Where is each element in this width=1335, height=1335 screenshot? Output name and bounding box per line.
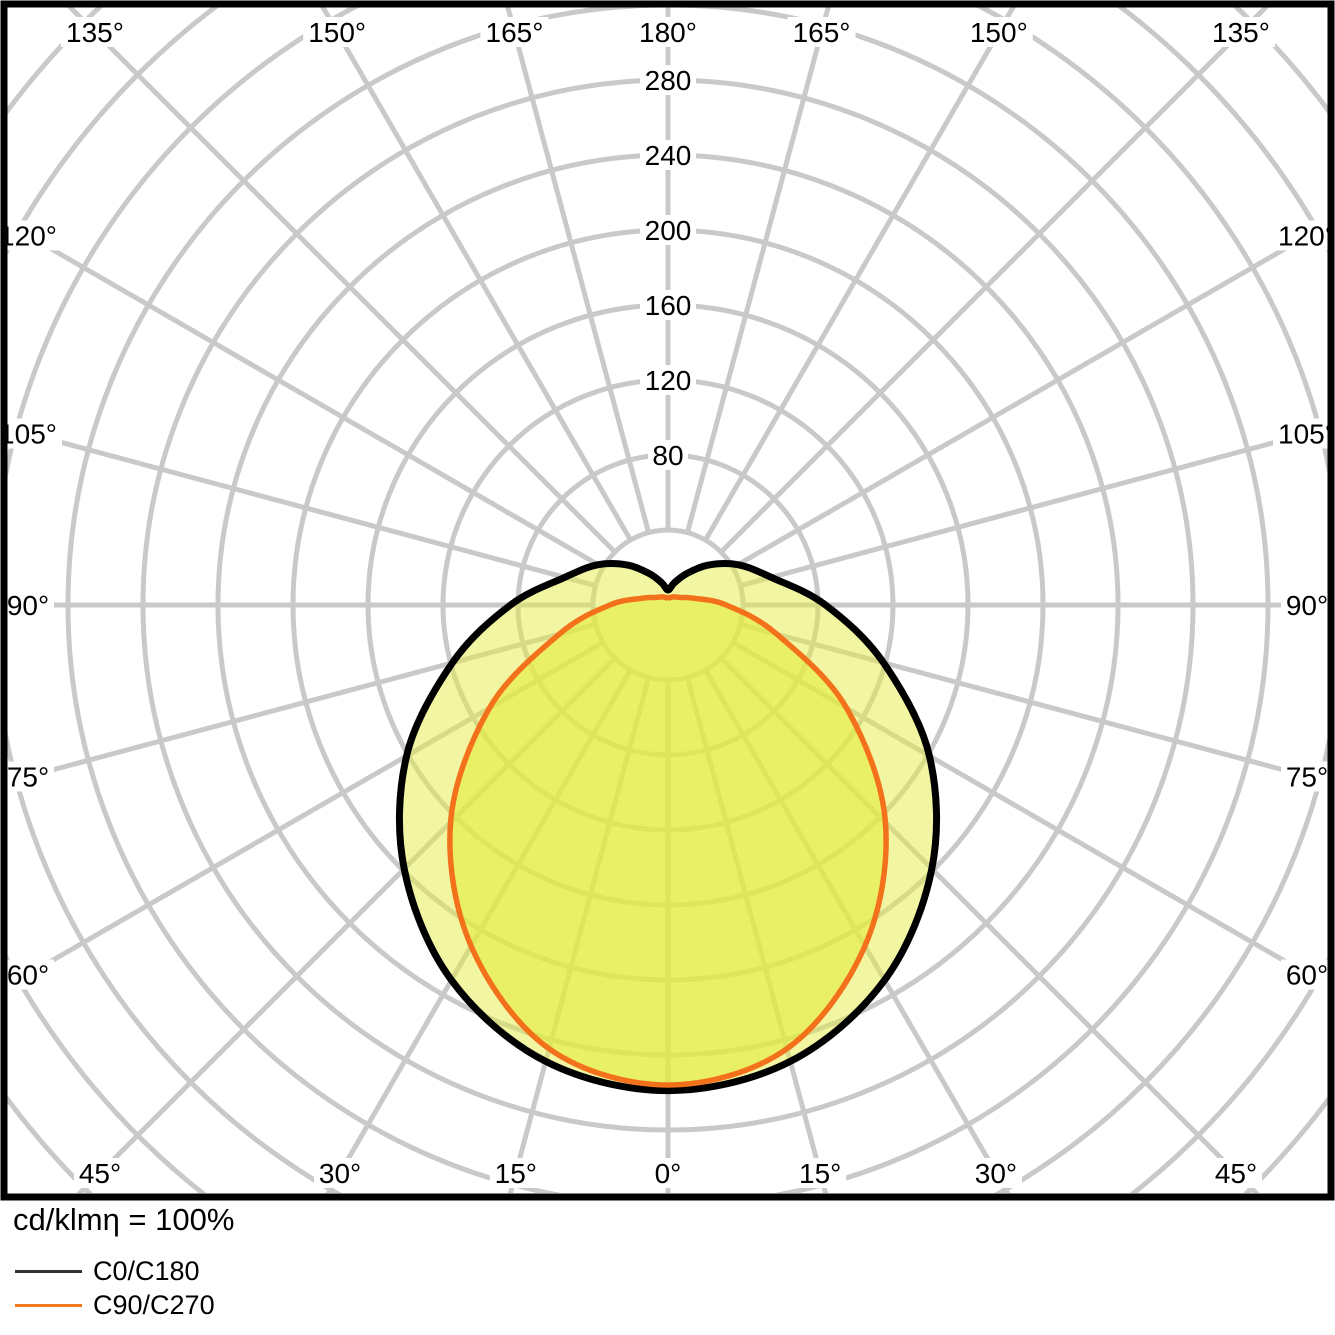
label-background [1281, 959, 1333, 990]
label-background [1207, 17, 1275, 47]
label-background [1273, 418, 1335, 449]
radial-tick-label: 120 [645, 365, 692, 396]
label-background [634, 17, 702, 47]
legend-item-c90-c270: C90/C270 [15, 1290, 215, 1321]
label-background [640, 215, 696, 245]
label-background [61, 17, 129, 47]
c90-c270-curve [447, 594, 889, 1088]
label-background [640, 290, 696, 320]
label-background [640, 365, 696, 395]
label-background [2, 590, 54, 620]
c90-c270-fill-area [449, 596, 887, 1085]
angle-label: 90° [7, 590, 49, 621]
grid-spoke [320, 7, 633, 542]
grid-spoke [7, 425, 597, 589]
legend-item-c0-c180: C0/C180 [15, 1256, 200, 1287]
angle-label: 165° [486, 17, 544, 48]
angle-label: 150° [308, 17, 366, 48]
label-background [1273, 220, 1335, 251]
label-background [1281, 761, 1333, 792]
grid-spoke [505, 7, 652, 534]
angle-label: 120° [1278, 220, 1335, 251]
label-background [0, 418, 62, 449]
grid-spoke [731, 221, 1328, 570]
radial-tick-label: 280 [645, 65, 692, 96]
label-background [640, 65, 696, 95]
label-background [480, 17, 549, 47]
grid-spoke [739, 425, 1328, 589]
grid-spoke [66, 7, 617, 554]
label-background [2, 761, 54, 792]
angle-label: 105° [1278, 419, 1335, 450]
angle-label: 75° [7, 761, 49, 792]
label-background [650, 1158, 686, 1188]
angle-label: 150° [970, 17, 1028, 48]
angle-label: 135° [1212, 17, 1270, 48]
angle-label: 30° [319, 1158, 361, 1189]
radial-tick-label: 240 [645, 140, 692, 171]
angle-label: 60° [7, 960, 49, 991]
label-background [1281, 590, 1333, 620]
label-background [2, 959, 54, 990]
label-background [74, 1158, 126, 1188]
label-background [314, 1158, 367, 1188]
legend-label-c90-c270: C90/C270 [93, 1290, 215, 1320]
radial-tick-label: 200 [645, 215, 692, 246]
angle-label: 180° [639, 17, 697, 48]
angle-label: 120° [0, 220, 57, 251]
grid-spoke [719, 7, 1270, 554]
angle-label: 135° [66, 17, 124, 48]
label-background [489, 1158, 542, 1188]
legend-label-c0-c180: C0/C180 [93, 1256, 200, 1286]
label-background [969, 1158, 1022, 1188]
label-background [640, 140, 696, 170]
angle-label: 0° [655, 1158, 682, 1189]
radial-tick-label: 160 [645, 290, 692, 321]
label-background [964, 17, 1033, 47]
label-background [0, 220, 62, 251]
label-background [794, 1158, 847, 1188]
c90-c270-line-swatch [15, 1304, 82, 1307]
angle-label: 165° [793, 17, 851, 48]
grid-spoke [7, 220, 605, 570]
grid-spoke [703, 7, 1016, 542]
angle-label: 105° [0, 419, 57, 450]
label-background [303, 17, 372, 47]
angle-label: 15° [495, 1158, 537, 1189]
angle-label: 60° [1286, 960, 1328, 991]
angle-label: 75° [1286, 761, 1328, 792]
grid-spoke [684, 7, 831, 534]
radial-tick-label: 80 [652, 440, 683, 471]
label-background [1210, 1158, 1262, 1188]
legend-title: cd/klmη = 100% [13, 1202, 235, 1237]
plot-border [0, 0, 1335, 1201]
angle-label: 30° [975, 1158, 1017, 1189]
angle-label: 45° [1215, 1158, 1257, 1189]
angle-label: 90° [1286, 590, 1328, 621]
label-background [648, 440, 688, 470]
c0-c180-curve [395, 560, 941, 1095]
angle-label: 15° [799, 1158, 841, 1189]
angle-label: 45° [79, 1158, 121, 1189]
c0-c180-line-swatch [15, 1270, 82, 1273]
label-background [787, 17, 856, 47]
